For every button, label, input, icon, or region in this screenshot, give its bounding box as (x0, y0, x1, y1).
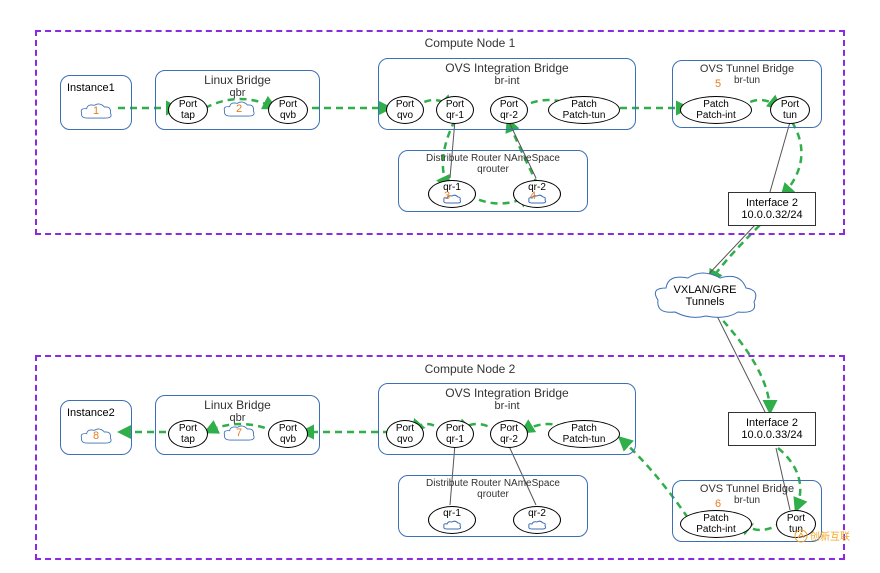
l: Port (446, 423, 464, 434)
l2: qr-2 (500, 110, 518, 121)
num-7-cloud: 7 (222, 424, 256, 446)
compute2-title: Compute Node 2 (380, 362, 560, 376)
l2: tap (181, 434, 195, 445)
qr1-sub: qrouter (399, 164, 587, 175)
l: VXLAN/GRE (674, 284, 737, 296)
patch-tun-2: PatchPatch-tun (548, 420, 620, 448)
interface2-bottom: Interface 2 10.0.0.33/24 (728, 412, 816, 446)
qr1-title: Distribute Router NAmeSpace (399, 153, 587, 164)
num-7: 7 (236, 427, 242, 439)
instance2-box: Instance2 8 (60, 400, 132, 455)
ovsint2-sub: br-int (379, 400, 635, 412)
instance1-box: Instance1 1 (60, 75, 132, 130)
vxlan-cloud: VXLAN/GRE Tunnels (650, 272, 760, 320)
watermark-text: 创新互联 (810, 528, 850, 543)
l: Patch (703, 513, 729, 524)
ns-qr1-2: qr-1 (428, 506, 476, 534)
qr2-sub: qrouter (399, 489, 587, 500)
port-qvb-1-l1: Port (279, 99, 297, 110)
port-qvb-1: Port qvb (268, 96, 308, 124)
port-tap-1: Port tap (168, 96, 208, 124)
l: Port (500, 423, 518, 434)
patch-int-2: PatchPatch-int (680, 510, 752, 538)
port-qr2-1: Portqr-2 (490, 96, 528, 124)
l: Interface 2 (746, 417, 798, 429)
num-2-cloud: 2 (222, 100, 256, 122)
watermark: 创新互联 (794, 528, 850, 543)
l2: qvb (280, 434, 296, 445)
port-qr2-2: Portqr-2 (490, 420, 528, 448)
l: Port (279, 423, 297, 434)
port-tap-1-l2: tap (181, 110, 195, 121)
qr2-title: Distribute Router NAmeSpace (399, 478, 587, 489)
l2: Tunnels (686, 296, 725, 308)
num-1-cloud: 1 (79, 102, 113, 124)
ovsint2-title: OVS Integration Bridge (379, 386, 635, 400)
l: Interface 2 (746, 197, 798, 209)
l: Patch (703, 99, 729, 110)
l: Port (787, 513, 805, 524)
lb1-title: Linux Bridge (156, 73, 319, 87)
num-2: 2 (236, 103, 242, 115)
l: Port (446, 99, 464, 110)
ot2-sub: br-tun (673, 495, 821, 506)
port-qvb-1-l2: qvb (280, 110, 296, 121)
compute1-title: Compute Node 1 (380, 36, 560, 50)
ot2-title: OVS Tunnel Bridge (673, 483, 821, 495)
num-8-cloud: 8 (79, 427, 113, 449)
l2: qvo (397, 110, 413, 121)
ovsint1-sub: br-int (379, 75, 635, 87)
l: Port (500, 99, 518, 110)
port-qvb-2: Portqvb (268, 420, 308, 448)
l: Patch (571, 99, 597, 110)
patch-int-1: PatchPatch-int (680, 96, 752, 124)
l2: Patch-tun (563, 110, 606, 121)
l2: qvo (397, 434, 413, 445)
patch-tun-1: PatchPatch-tun (548, 96, 620, 124)
ns-qr2-2: qr-2 (513, 506, 561, 534)
l2: Patch-int (696, 524, 735, 535)
qrouter-2: Distribute Router NAmeSpace qrouter (398, 475, 588, 537)
lb2-title: Linux Bridge (156, 398, 319, 412)
port-qvo-2: Portqvo (386, 420, 424, 448)
l: Port (781, 99, 799, 110)
ns-qr1-1: qr-1 (428, 180, 476, 208)
num-6: 6 (715, 498, 721, 510)
l2: qr-1 (446, 110, 464, 121)
l2: Patch-tun (563, 434, 606, 445)
ot1-sub: br-tun (673, 75, 821, 86)
num-4: 4 (530, 190, 536, 202)
l2: qr-2 (500, 434, 518, 445)
l: Patch (571, 423, 597, 434)
port-tap-1-l1: Port (179, 99, 197, 110)
l2: 10.0.0.33/24 (741, 429, 802, 441)
ovsint1-title: OVS Integration Bridge (379, 61, 635, 75)
num-8: 8 (93, 430, 99, 442)
port-qr1-1: Portqr-1 (436, 96, 474, 124)
port-qvo-1: Portqvo (386, 96, 424, 124)
ns-qr2-1: qr-2 (513, 180, 561, 208)
instance1-label: Instance1 (67, 82, 115, 94)
qrouter-1: Distribute Router NAmeSpace qrouter (398, 150, 588, 212)
l: qr-1 (443, 508, 461, 519)
l: Port (396, 423, 414, 434)
l2: qr-1 (446, 434, 464, 445)
l: Port (179, 423, 197, 434)
num-1: 1 (93, 105, 99, 117)
l: qr-2 (528, 508, 546, 519)
l2: 10.0.0.32/24 (741, 209, 802, 221)
l2: tun (783, 110, 797, 121)
port-qr1-2: Portqr-1 (436, 420, 474, 448)
instance2-label: Instance2 (67, 407, 115, 419)
ot1-title: OVS Tunnel Bridge (673, 63, 821, 75)
num-3: 3 (444, 190, 450, 202)
port-tun-1: Porttun (770, 96, 810, 124)
l2: Patch-int (696, 110, 735, 121)
l: Port (396, 99, 414, 110)
num-5: 5 (715, 78, 721, 90)
port-tap-2: Porttap (168, 420, 208, 448)
interface2-top: Interface 2 10.0.0.32/24 (728, 192, 816, 226)
